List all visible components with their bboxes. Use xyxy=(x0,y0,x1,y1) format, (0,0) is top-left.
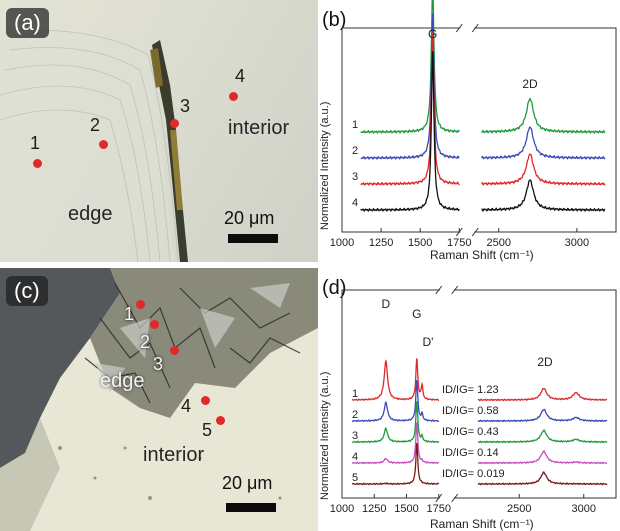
measurement-spot-c2 xyxy=(150,320,159,329)
scale-bar-a xyxy=(228,234,278,243)
measurement-spot-3 xyxy=(170,119,179,128)
chart-d-series-label: 5 xyxy=(352,472,358,484)
chart-b-peak-label: 2D xyxy=(522,77,538,91)
spot-label-1: 1 xyxy=(30,133,41,153)
chart-b-series-4 xyxy=(360,51,606,212)
micrograph-a-texture xyxy=(0,29,188,262)
chart-d-series-label: 1 xyxy=(352,388,358,400)
chart-d-frame xyxy=(341,289,617,499)
chart-b-xtick-label: 2500 xyxy=(486,237,510,249)
chart-d-xtick-label: 1250 xyxy=(362,503,386,515)
chart-b-xlabel: Raman Shift (cm⁻¹) xyxy=(430,248,534,262)
panel-tag-c: (c) xyxy=(6,276,48,306)
chart-d-ratio-label: ID/IG= 1.23 xyxy=(442,384,499,396)
panel-tag-b: (b) xyxy=(322,9,346,31)
chart-d-series-2 xyxy=(351,380,608,423)
chart-b-series-label: 3 xyxy=(352,171,358,183)
chart-b-series-1 xyxy=(360,0,606,134)
chart-d-series-label: 2 xyxy=(352,409,358,421)
chart-d-xtick-label: 1000 xyxy=(330,503,354,515)
chart-d-series-5 xyxy=(351,442,608,486)
chart-b-xtick-label: 1750 xyxy=(447,237,471,249)
chart-b-series-3 xyxy=(360,32,606,186)
micrograph-c-texture xyxy=(0,268,318,531)
edge-label-a: edge xyxy=(68,203,113,225)
interior-label-c: interior xyxy=(143,444,205,466)
measurement-spot-2 xyxy=(99,140,108,149)
spot-label-4: 4 xyxy=(235,66,246,86)
spot-label-c4: 4 xyxy=(181,396,192,416)
chart-b-xtick-label: 1000 xyxy=(330,237,354,249)
measurement-spot-c1 xyxy=(136,300,145,309)
chart-b-break-mark xyxy=(455,23,463,33)
chart-b-plot: 1000 1250 1500 1750 2500 3000 1 2 3 4 G 2D xyxy=(330,0,617,249)
measurement-spot-1 xyxy=(33,159,42,168)
chart-b-xtick-label: 3000 xyxy=(565,237,589,249)
chart-b-series-label: 1 xyxy=(352,119,358,131)
micrograph-c: (c) edge interior 1 2 3 4 5 20 μm xyxy=(0,268,318,531)
chart-d-ratio-label: ID/IG= 0.019 xyxy=(442,468,505,480)
chart-d-series-4 xyxy=(351,422,608,465)
chart-b-break-mask-bottom xyxy=(460,230,475,234)
chart-d-ratio-label: ID/IG= 0.43 xyxy=(442,426,499,438)
chart-d-peak-label: D' xyxy=(422,335,433,349)
chart-d-xlabel: Raman Shift (cm⁻¹) xyxy=(430,517,534,531)
chart-b-series-label: 2 xyxy=(352,145,358,157)
chart-d-break-mark xyxy=(451,285,459,295)
scale-bar-c xyxy=(226,503,276,512)
chart-d-xtick-label: 2500 xyxy=(507,503,531,515)
scale-bar-label-c: 20 μm xyxy=(222,473,273,493)
chart-b-xtick-label: 1250 xyxy=(369,237,393,249)
measurement-spot-4 xyxy=(229,92,238,101)
chart-d-ylabel: Normalized Intensity (a.u.) xyxy=(320,372,331,500)
edge-label-c: edge xyxy=(100,370,145,392)
chart-d-break-mark xyxy=(435,285,443,295)
scale-bar-label-a: 20 μm xyxy=(224,208,275,228)
chart-b-break-mark xyxy=(471,227,479,237)
spot-label-2: 2 xyxy=(90,115,101,135)
chart-b-xtick-label: 1500 xyxy=(408,237,432,249)
chart-b-peak-label: G xyxy=(428,27,437,41)
interior-label-a: interior xyxy=(228,117,290,139)
chart-d-ratio-label: ID/IG= 0.14 xyxy=(442,447,499,459)
chart-d-ratio-label: ID/IG= 0.58 xyxy=(442,405,499,417)
panel-tag-a: (a) xyxy=(6,8,49,38)
chart-d-xtick-label: 1500 xyxy=(394,503,418,515)
chart-d-break-mask-bottom xyxy=(439,496,454,500)
measurement-spot-c3 xyxy=(170,346,179,355)
chart-d-plot: 1000 1250 1500 1750 2500 3000 1 ID/IG= 1.23 2 ID/… xyxy=(330,285,617,515)
chart-d-xtick-label: 3000 xyxy=(572,503,596,515)
chart-b-frame xyxy=(341,27,617,233)
chart-b-break-mark xyxy=(471,23,479,33)
raman-chart-b: (b) Normalized Intensity (a.u.) Raman Sh… xyxy=(320,0,617,262)
chart-d-series-3 xyxy=(351,401,608,444)
chart-d-series-label: 3 xyxy=(352,430,358,442)
spot-label-c2: 2 xyxy=(140,332,151,352)
chart-b-ylabel: Normalized Intensity (a.u.) xyxy=(320,102,331,230)
chart-d-series-label: 4 xyxy=(352,451,358,463)
chart-d-series-1 xyxy=(351,358,608,402)
chart-b-series-label: 4 xyxy=(352,197,358,209)
spot-label-3: 3 xyxy=(180,96,191,116)
spot-label-c1: 1 xyxy=(124,304,135,324)
chart-d-peak-label: G xyxy=(412,307,421,321)
chart-b-series-2 xyxy=(360,13,606,160)
chart-d-peak-label: D xyxy=(382,297,391,311)
panel-tag-d: (d) xyxy=(322,277,346,299)
micrograph-a: (a) edge interior 1 2 3 4 20 μm xyxy=(0,0,318,262)
chart-d-break-mask-top xyxy=(439,289,454,293)
chart-b-break-mask-top xyxy=(460,27,475,31)
chart-d-break-mark xyxy=(451,493,459,503)
spot-label-c5: 5 xyxy=(202,420,213,440)
chart-d-peak-label: 2D xyxy=(537,355,553,369)
chart-d-xtick-label: 1750 xyxy=(427,503,451,515)
measurement-spot-c4 xyxy=(201,396,210,405)
raman-chart-d: (d) Normalized Intensity (a.u.) Raman Sh… xyxy=(320,277,617,531)
measurement-spot-c5 xyxy=(216,416,225,425)
spot-label-c3: 3 xyxy=(153,354,164,374)
